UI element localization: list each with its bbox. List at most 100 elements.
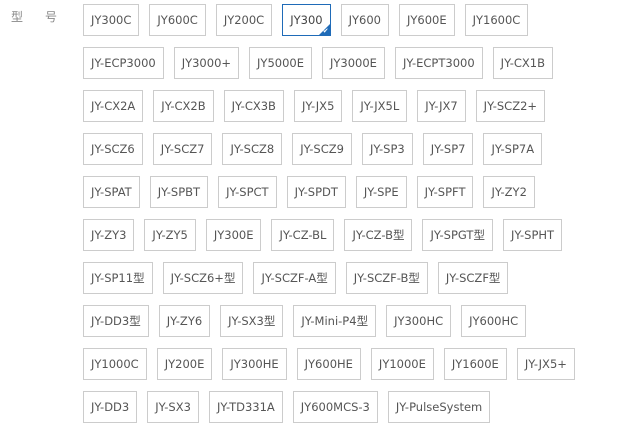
model-option-label: JY-SPDT: [294, 185, 338, 199]
model-option-label: JY-SP11型: [91, 271, 145, 285]
model-option-label: JY-CX3B: [231, 99, 276, 113]
model-option-label: JY-ECPT3000: [402, 56, 475, 70]
model-option[interactable]: JY-SX3: [147, 391, 199, 423]
model-option[interactable]: JY-SPDT: [286, 176, 346, 208]
model-option-label: JY600: [348, 13, 381, 27]
option-row: JY1000C JY200E JY300HE JY600HE JY1000E JY1600…: [83, 348, 613, 380]
model-option[interactable]: JY-SCZ6: [83, 133, 143, 165]
model-option[interactable]: JY-CX2A: [83, 90, 144, 122]
model-option-label: JY-JX5: [301, 99, 335, 113]
model-option[interactable]: JY-JX7: [417, 90, 466, 122]
model-option-label: JY600HE: [304, 357, 353, 371]
model-option[interactable]: JY-SPE: [355, 176, 407, 208]
model-option-label: JY-DD3: [91, 400, 130, 414]
option-row: JY-ECP3000 JY3000+ JY5000E JY3000E JY-ECPT30…: [83, 47, 613, 79]
model-option-label: JY600HC: [469, 314, 519, 328]
model-label: 型号: [11, 10, 80, 24]
model-option-label: JY-SCZF型: [445, 271, 501, 285]
model-option-label: JY-SCZ6+型: [170, 271, 236, 285]
model-option[interactable]: JY-SCZ7: [152, 133, 213, 165]
model-option[interactable]: JY-CZ-B型: [344, 219, 413, 251]
model-option-label: JY300C: [91, 13, 132, 27]
model-option[interactable]: JY-CZ-BL: [271, 219, 335, 251]
model-option[interactable]: JY-ECP3000: [83, 47, 164, 79]
model-option[interactable]: JY300E: [205, 219, 262, 251]
model-option[interactable]: JY-ECPT3000: [394, 47, 483, 79]
model-option[interactable]: JY-SP7A: [483, 133, 543, 165]
model-option[interactable]: JY-SCZ9: [292, 133, 352, 165]
model-option[interactable]: JY-JX5: [293, 90, 343, 122]
model-option-label: JY-SCZ2+: [483, 99, 538, 113]
model-option-label: JY-JX5L: [360, 99, 400, 113]
model-option[interactable]: JY300 ✔: [282, 4, 331, 36]
model-option-label: JY-SX3型: [228, 314, 276, 328]
model-option[interactable]: JY-SCZ2+: [475, 90, 546, 122]
model-option[interactable]: JY-SPBT: [149, 176, 209, 208]
model-option[interactable]: JY600MCS-3: [292, 391, 378, 423]
model-option[interactable]: JY200C: [215, 4, 273, 36]
model-option[interactable]: JY-SCZF-B型: [345, 262, 428, 294]
model-option[interactable]: JY600HE: [296, 348, 361, 380]
model-option[interactable]: JY-ZY5: [144, 219, 196, 251]
model-option[interactable]: JY-ZY2: [483, 176, 535, 208]
model-option-label: JY-SPE: [363, 185, 399, 199]
model-option[interactable]: JY-Mini-P4型: [293, 305, 377, 337]
model-option[interactable]: JY-DD3型: [83, 305, 149, 337]
model-option[interactable]: JY1000C: [83, 348, 147, 380]
model-option[interactable]: JY-SCZ8: [222, 133, 283, 165]
model-option[interactable]: JY-CX3B: [223, 90, 284, 122]
model-option[interactable]: JY-SPCT: [218, 176, 277, 208]
model-option[interactable]: JY-ZY6: [158, 305, 211, 337]
model-option[interactable]: JY-CX2B: [153, 90, 214, 122]
model-option-label: JY-CX2B: [161, 99, 206, 113]
model-option[interactable]: JY-SCZ6+型: [162, 262, 244, 294]
model-option[interactable]: JY3000E: [321, 47, 385, 79]
model-option-label: JY-SCZF-A型: [261, 271, 328, 285]
model-option[interactable]: JY1000E: [370, 348, 434, 380]
model-option[interactable]: JY600E: [398, 4, 455, 36]
model-option-label: JY-TD331A: [216, 400, 275, 414]
model-option[interactable]: JY-ZY3: [83, 219, 135, 251]
option-row: JY-DD3型 JY-ZY6 JY-SX3型 JY-Mini-P4型 JY300HC JY…: [83, 305, 613, 337]
model-option[interactable]: JY-SPFT: [416, 176, 474, 208]
model-option-label: JY600E: [406, 13, 447, 27]
model-option[interactable]: JY200E: [156, 348, 213, 380]
model-option[interactable]: JY1600C: [464, 4, 529, 36]
model-option[interactable]: JY300HE: [222, 348, 287, 380]
model-option[interactable]: JY3000+: [173, 47, 240, 79]
model-option[interactable]: JY-SPHT: [502, 219, 563, 251]
model-option[interactable]: JY600: [340, 4, 389, 36]
model-option[interactable]: JY-SP7: [422, 133, 474, 165]
model-option[interactable]: JY-SCZF型: [437, 262, 509, 294]
model-option[interactable]: JY-TD331A: [208, 391, 283, 423]
model-option-label: JY-SPHT: [510, 228, 555, 242]
model-option[interactable]: JY-SCZF-A型: [253, 262, 336, 294]
model-option[interactable]: JY-DD3: [83, 391, 138, 423]
option-row: JY-ZY3 JY-ZY5 JY300E JY-CZ-BL JY-CZ-B型 JY-SPG…: [83, 219, 613, 251]
option-row: JY-SCZ6 JY-SCZ7 JY-SCZ8 JY-SCZ9 JY-SP3 JY-SP7…: [83, 133, 613, 165]
model-option[interactable]: JY-CX1B: [492, 47, 553, 79]
option-row: JY-SP11型 JY-SCZ6+型 JY-SCZF-A型 JY-SCZF-B型 JY-…: [83, 262, 613, 294]
model-option[interactable]: JY-SP3: [361, 133, 413, 165]
model-option[interactable]: JY600HC: [461, 305, 527, 337]
model-option[interactable]: JY-JX5+: [516, 348, 575, 380]
model-option[interactable]: JY-SPAT: [83, 176, 140, 208]
model-option[interactable]: JY300C: [83, 4, 140, 36]
model-option[interactable]: JY-PulseSystem: [387, 391, 491, 423]
model-option[interactable]: JY1600E: [443, 348, 507, 380]
model-option[interactable]: JY5000E: [249, 47, 312, 79]
model-option[interactable]: JY-SP11型: [83, 262, 153, 294]
model-option-label: JY-JX5+: [524, 357, 567, 371]
model-option-label: JY-CZ-B型: [352, 228, 405, 242]
model-option[interactable]: JY300HC: [386, 305, 452, 337]
model-option-label: JY1600E: [451, 357, 499, 371]
model-option[interactable]: JY-SX3型: [220, 305, 284, 337]
model-option-label: JY600MCS-3: [300, 400, 370, 414]
model-option[interactable]: JY600C: [149, 4, 206, 36]
model-option[interactable]: JY-SPGT型: [422, 219, 493, 251]
model-option-label: JY-SPCT: [226, 185, 269, 199]
model-option[interactable]: JY-JX5L: [352, 90, 408, 122]
model-option-label: JY-CX2A: [91, 99, 136, 113]
model-option-label: JY-ZY2: [491, 185, 527, 199]
model-option-label: JY-CX1B: [500, 56, 545, 70]
